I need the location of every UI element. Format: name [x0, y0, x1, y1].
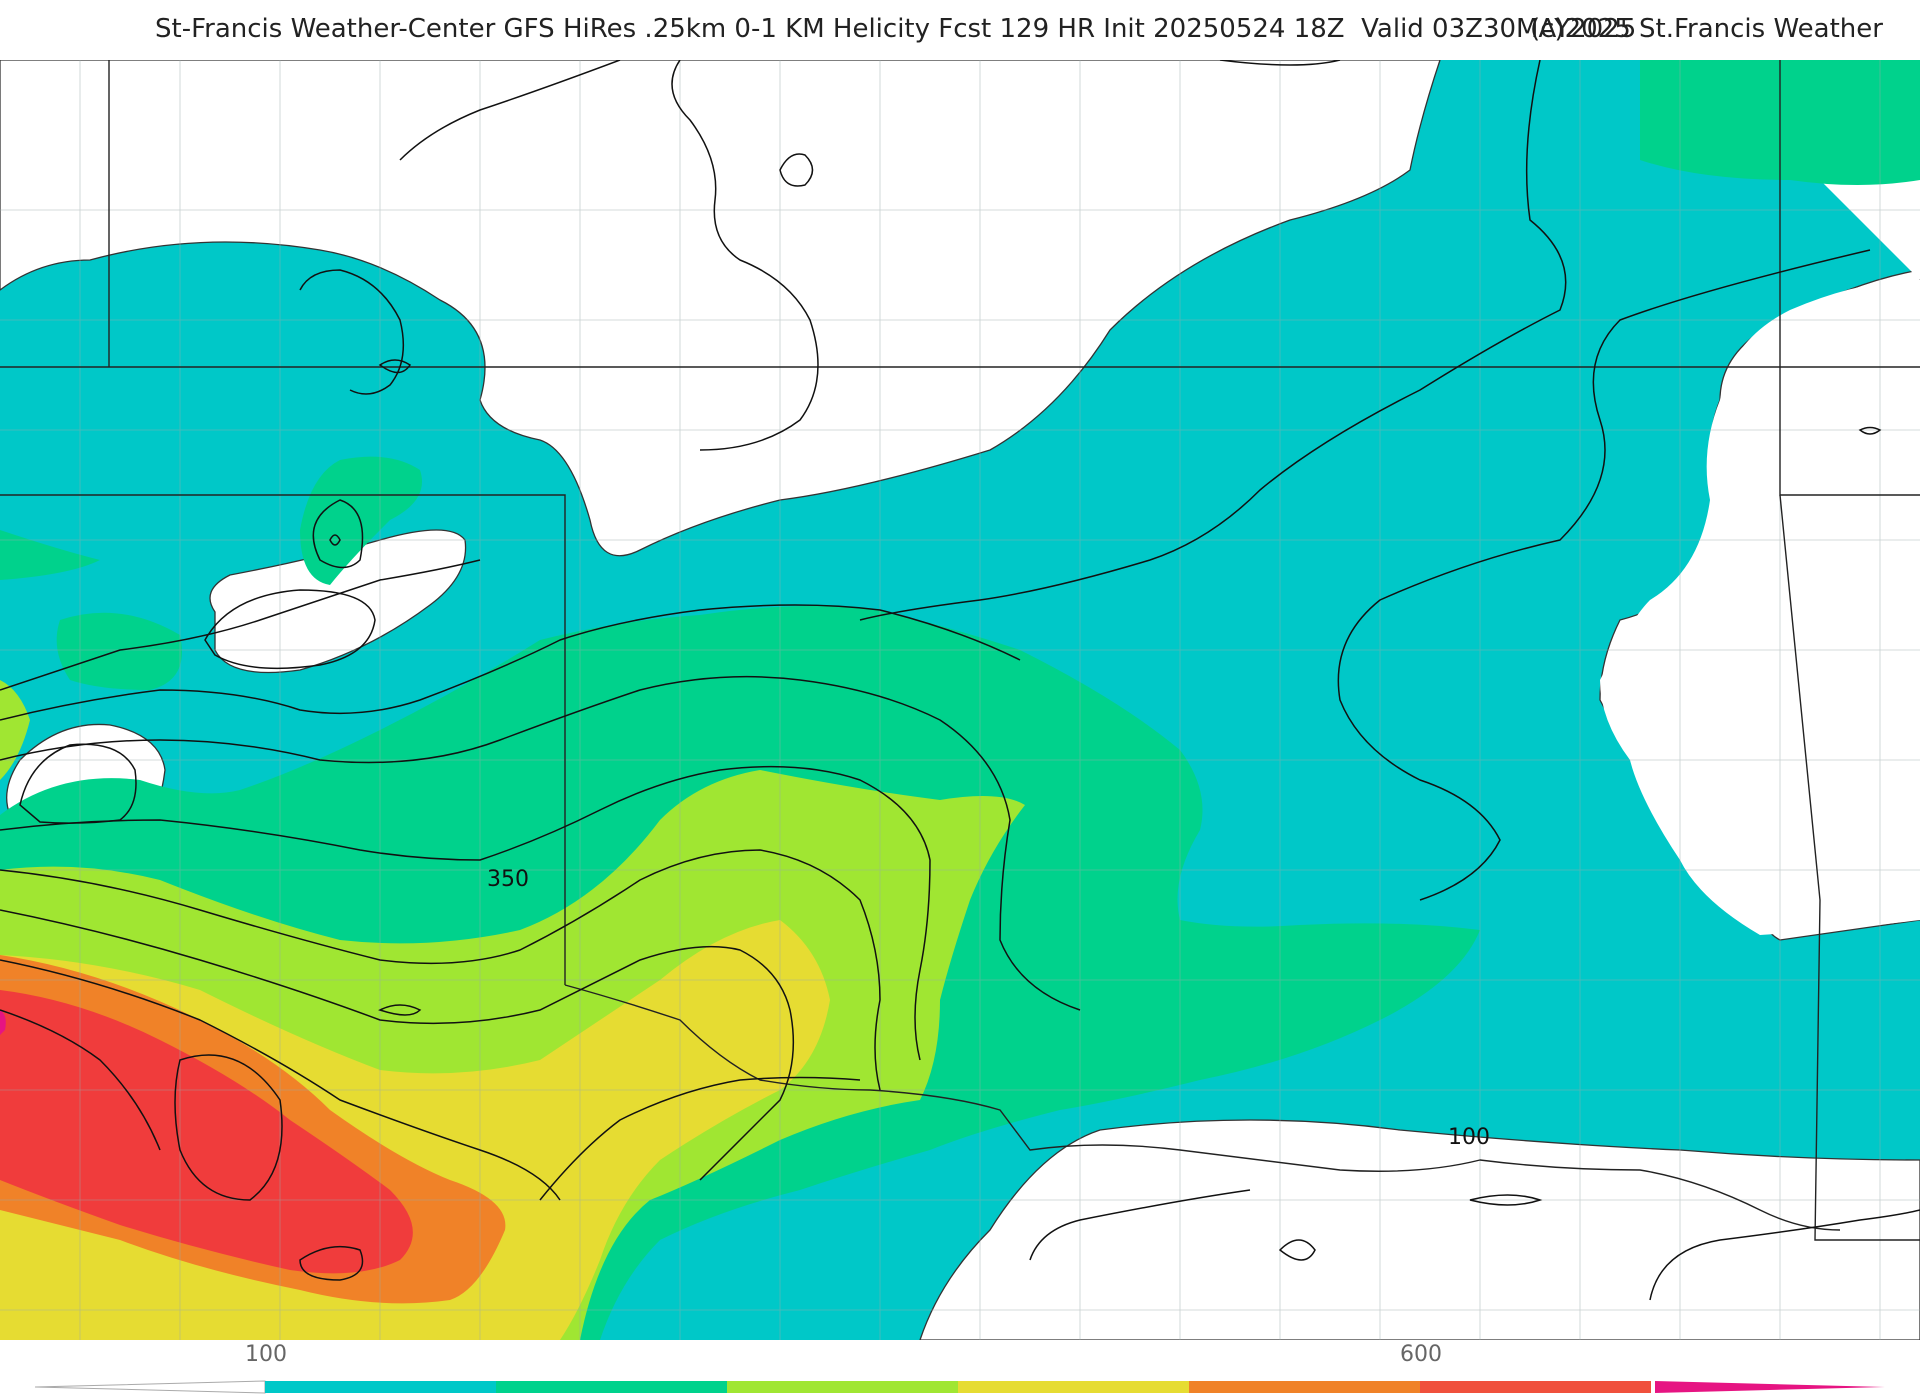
legend-segment [1189, 1381, 1420, 1393]
legend-segment [958, 1381, 1189, 1393]
helicity-contours [0, 60, 1920, 1301]
contour-label-100: 100 [1448, 1125, 1490, 1150]
helicity-map: 350 100 [0, 60, 1920, 1340]
county-boundaries [0, 60, 1920, 1340]
legend-tick-600: 600 [1400, 1342, 1442, 1367]
legend-low-arrow [34, 1380, 266, 1394]
legend-segment [727, 1381, 958, 1393]
map-title: St-Francis Weather-Center GFS HiRes .25k… [155, 14, 1637, 44]
extreme-helicity-core [0, 1010, 6, 1035]
state-boundaries [0, 60, 1920, 1241]
extreme-helicity-regions [0, 990, 413, 1274]
contour-label-350: 350 [487, 867, 529, 892]
legend-colorbar [34, 1380, 1885, 1394]
legend-tick-100: 100 [245, 1342, 287, 1367]
legend-segment [1420, 1381, 1651, 1393]
legend-segment [265, 1381, 496, 1393]
copyright-text: (c)2025 St.Francis Weather [1530, 14, 1883, 44]
legend-segment [496, 1381, 727, 1393]
legend-high-arrow [1655, 1381, 1885, 1393]
